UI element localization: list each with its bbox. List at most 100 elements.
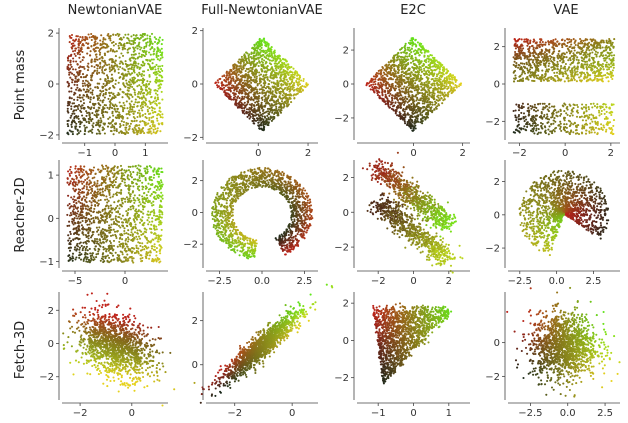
scatter-point bbox=[106, 75, 109, 78]
scatter-point bbox=[526, 125, 529, 128]
scatter-point bbox=[268, 99, 272, 102]
scatter-point bbox=[156, 98, 159, 101]
scatter-point bbox=[264, 40, 267, 44]
scatter-point bbox=[399, 117, 402, 120]
scatter-point bbox=[72, 73, 76, 76]
scatter-point bbox=[415, 104, 418, 107]
scatter-point bbox=[246, 62, 249, 65]
scatter-point bbox=[587, 65, 590, 69]
scatter-point bbox=[132, 56, 135, 59]
scatter-point bbox=[402, 51, 405, 54]
scatter-point bbox=[95, 121, 98, 124]
scatter-point bbox=[143, 49, 146, 52]
scatter-point bbox=[547, 43, 551, 46]
scatter-point bbox=[400, 81, 403, 84]
scatter-point bbox=[102, 37, 105, 40]
scatter-point bbox=[436, 81, 439, 84]
scatter-point bbox=[66, 119, 69, 123]
scatter-point bbox=[428, 89, 431, 92]
scatter-point bbox=[125, 82, 128, 85]
scatter-point bbox=[285, 78, 288, 81]
scatter-point bbox=[69, 67, 72, 70]
scatter-point bbox=[267, 96, 270, 99]
scatter-point bbox=[160, 90, 163, 93]
scatter-point bbox=[280, 67, 283, 70]
scatter-point bbox=[126, 36, 129, 40]
scatter-point bbox=[251, 89, 254, 92]
scatter-point bbox=[419, 121, 422, 124]
scatter-point bbox=[94, 43, 97, 46]
scatter-point bbox=[78, 94, 81, 97]
scatter-point bbox=[94, 40, 97, 43]
scatter-point bbox=[158, 36, 161, 39]
scatter-point bbox=[91, 74, 94, 77]
scatter-point bbox=[406, 98, 409, 101]
scatter-point bbox=[282, 89, 285, 92]
scatter-point bbox=[101, 40, 104, 43]
scatter-point bbox=[237, 91, 241, 94]
scatter-point bbox=[104, 42, 107, 46]
scatter-point bbox=[235, 98, 238, 102]
scatter-point bbox=[443, 95, 446, 98]
scatter-point bbox=[417, 77, 420, 80]
scatter-point bbox=[139, 48, 142, 51]
scatter-point bbox=[390, 88, 393, 92]
scatter-point bbox=[139, 120, 142, 123]
scatter-point bbox=[235, 90, 238, 93]
scatter-panel: 0 2−202 bbox=[183, 26, 318, 159]
scatter-point bbox=[89, 50, 92, 53]
scatter-point bbox=[122, 108, 125, 111]
scatter-point bbox=[284, 97, 287, 100]
scatter-point bbox=[125, 93, 128, 96]
scatter-point bbox=[258, 61, 261, 64]
scatter-point bbox=[399, 55, 402, 58]
scatter-point bbox=[257, 51, 260, 54]
scatter-point bbox=[133, 117, 136, 120]
scatter-point bbox=[153, 107, 156, 110]
scatter-point bbox=[442, 99, 445, 102]
scatter-point bbox=[69, 76, 72, 79]
scatter-point bbox=[365, 84, 368, 87]
scatter-point bbox=[268, 52, 271, 55]
y-tick-label: −2 bbox=[39, 130, 54, 141]
scatter-point bbox=[153, 124, 156, 127]
scatter-point bbox=[276, 89, 279, 92]
scatter-point bbox=[79, 60, 82, 63]
scatter-point bbox=[72, 102, 76, 105]
y-tick-label: 2 bbox=[192, 26, 198, 37]
scatter-point bbox=[262, 63, 265, 66]
scatter-point bbox=[156, 127, 159, 130]
scatter-point bbox=[67, 55, 70, 58]
scatter-point bbox=[116, 32, 119, 35]
scatter-point bbox=[77, 131, 80, 135]
scatter-point bbox=[237, 73, 240, 76]
scatter-point bbox=[74, 68, 77, 71]
scatter-point bbox=[129, 78, 132, 81]
scatter-point bbox=[260, 55, 263, 58]
scatter-point bbox=[88, 36, 91, 39]
scatter-point bbox=[552, 119, 555, 122]
scatter-point bbox=[75, 60, 78, 63]
scatter-point bbox=[146, 108, 149, 111]
scatter-point bbox=[103, 52, 106, 55]
scatter-point bbox=[87, 62, 90, 65]
scatter-point bbox=[556, 60, 559, 63]
scatter-point bbox=[245, 79, 248, 82]
scatter-point bbox=[387, 70, 390, 74]
scatter-point bbox=[124, 69, 127, 72]
scatter-point bbox=[293, 88, 296, 92]
scatter-point bbox=[155, 78, 158, 82]
scatter-point bbox=[544, 41, 547, 44]
scatter-point bbox=[159, 83, 162, 86]
scatter-point bbox=[430, 71, 434, 74]
scatter-point bbox=[66, 81, 69, 84]
scatter-point bbox=[223, 91, 226, 94]
scatter-point bbox=[154, 68, 157, 71]
scatter-point bbox=[391, 82, 394, 85]
scatter-point bbox=[250, 81, 253, 84]
scatter-point bbox=[154, 80, 157, 83]
scatter-point bbox=[438, 61, 441, 65]
scatter-point bbox=[583, 60, 586, 63]
scatter-point bbox=[258, 77, 262, 80]
